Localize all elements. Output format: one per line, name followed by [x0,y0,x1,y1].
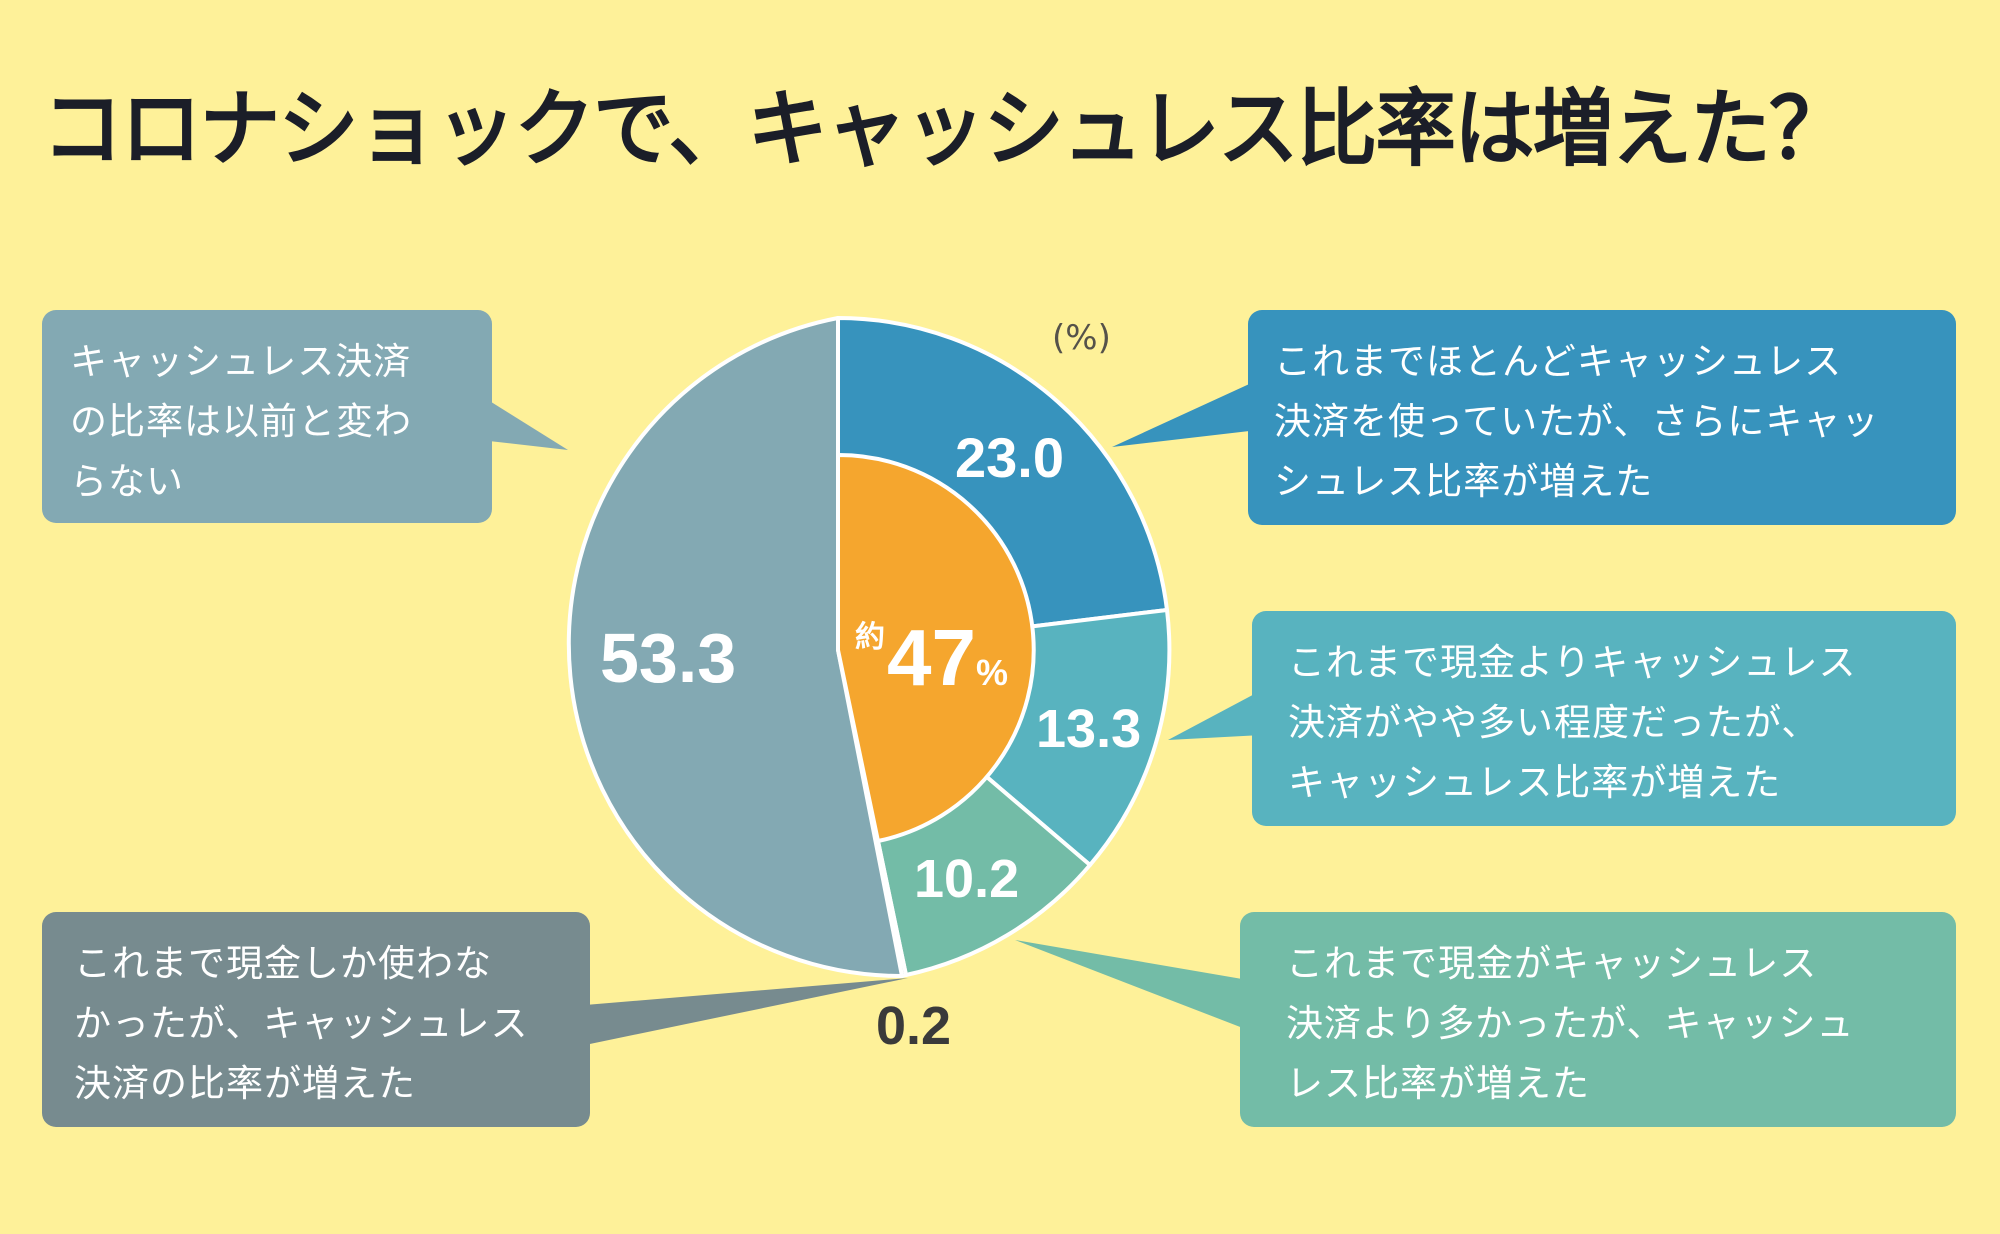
callout-line: キャッシュレス比率が増えた [1288,761,1782,804]
pointer-unchanged [480,395,568,450]
center-value: 47 [887,613,976,702]
callout-unchanged: キャッシュレス決済 の比率は以前と変わ らない [42,310,492,523]
chart-title: コロナショックで、キャッシュレス比率は増えた？ [42,80,1850,178]
callout-line: の比率は以前と変わ [70,400,412,443]
center-suffix: % [975,652,1008,693]
inner-increased-total [836,452,1036,843]
callout-line: 決済がやや多い程度だったが、 [1288,701,1820,744]
callout-line: キャッシュレス決済 [70,340,412,383]
pointer-cash-only [585,978,908,1045]
callout-line: これまで現金がキャッシュレス [1286,942,1818,985]
value-cash-only: 0.2 [876,996,952,1056]
callout-cash-only: これまで現金しか使わな かったが、キャッシュレス 決済の比率が増えた [42,912,590,1127]
callout-line: らない [70,460,184,503]
callout-line: レス比率が増えた [1286,1062,1590,1105]
value-more-cash: 10.2 [914,849,1020,909]
unit-label: (%) [1052,318,1111,358]
pointer-more-cash [1015,940,1248,1030]
callout-more-cashless: これまで現金よりキャッシュレス 決済がやや多い程度だったが、 キャッシュレス比率… [1252,611,1956,826]
center-prefix: 約 [855,621,885,654]
pointer-more-cashless [1168,690,1262,740]
callout-more-cash: これまで現金がキャッシュレス 決済より多かったが、キャッシュ レス比率が増えた [1240,912,1956,1127]
value-mostly-cashless: 23.0 [955,426,1064,489]
callout-line: 決済より多かったが、キャッシュ [1286,1002,1855,1045]
callout-line: シュレス比率が増えた [1274,460,1654,503]
callout-line: これまで現金よりキャッシュレス [1288,641,1857,684]
center-total-label: 約47% [855,612,1008,704]
pointer-mostly-cashless [1112,380,1258,447]
callout-mostly-cashless: これまでほとんどキャッシュレス 決済を使っていたが、さらにキャッ シュレス比率が… [1248,310,1956,525]
callout-line: これまでほとんどキャッシュレス [1274,340,1843,383]
callout-line: かったが、キャッシュレス [74,1002,529,1045]
slice-unchanged [566,316,904,979]
value-more-cashless: 13.3 [1036,699,1142,759]
value-unchanged: 53.3 [600,619,737,697]
callout-line: これまで現金しか使わな [74,942,492,985]
callout-line: 決済の比率が増えた [74,1062,416,1105]
callout-line: 決済を使っていたが、さらにキャッ [1274,400,1880,443]
